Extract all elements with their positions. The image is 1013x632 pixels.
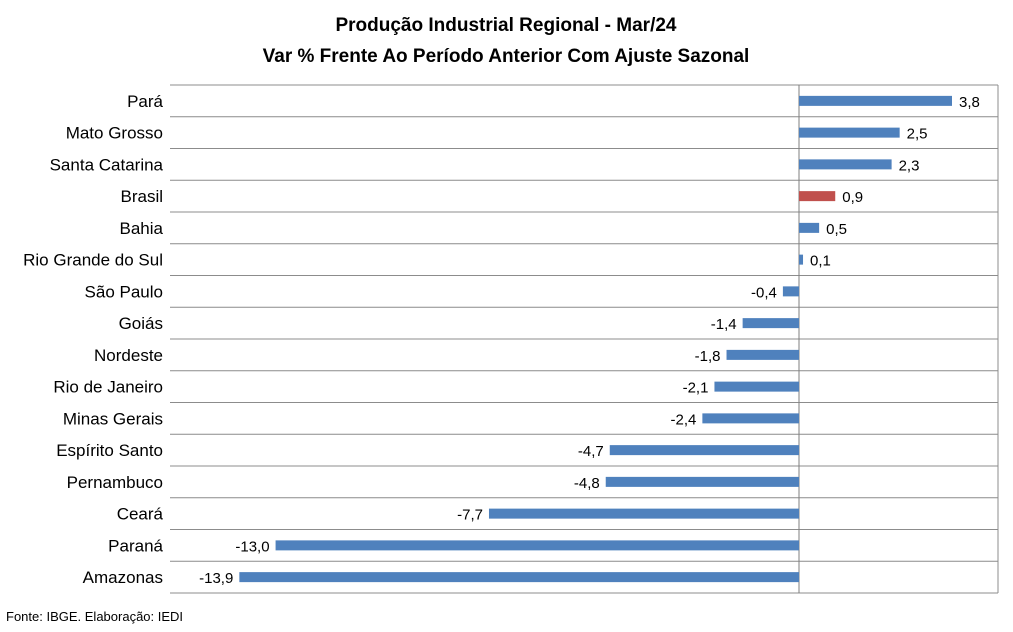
bar-1 bbox=[799, 127, 900, 138]
category-label: Pará bbox=[127, 92, 163, 111]
value-label: -1,4 bbox=[711, 316, 737, 333]
category-label: Santa Catarina bbox=[50, 155, 164, 174]
category-label: Minas Gerais bbox=[63, 409, 163, 428]
category-label: Bahia bbox=[120, 219, 164, 238]
value-label: -13,0 bbox=[235, 538, 269, 555]
bar-2 bbox=[799, 159, 892, 170]
chart-subtitle: Var % Frente Ao Período Anterior Com Aju… bbox=[263, 46, 750, 67]
category-label: Rio de Janeiro bbox=[53, 378, 163, 397]
value-label: -4,8 bbox=[574, 475, 600, 492]
category-label: Ceará bbox=[117, 505, 164, 524]
value-label: 3,8 bbox=[959, 94, 980, 111]
gridlines bbox=[170, 84, 999, 594]
bar-11 bbox=[609, 445, 799, 456]
category-label: Goiás bbox=[119, 314, 163, 333]
bar-0 bbox=[799, 95, 952, 106]
bar-8 bbox=[726, 349, 799, 360]
value-label: -13,9 bbox=[199, 570, 233, 587]
category-label: Brasil bbox=[120, 187, 163, 206]
value-label: -1,8 bbox=[695, 348, 721, 365]
category-label: Nordeste bbox=[94, 346, 163, 365]
bar-9 bbox=[714, 381, 799, 392]
value-label: 0,9 bbox=[842, 189, 863, 206]
category-label: Paraná bbox=[108, 536, 163, 555]
category-label: Rio Grande do Sul bbox=[23, 251, 163, 270]
category-label: Espírito Santo bbox=[56, 441, 163, 460]
bar-7 bbox=[742, 318, 799, 329]
value-label: -2,1 bbox=[683, 380, 709, 397]
value-label: -2,4 bbox=[671, 411, 697, 428]
value-label: -4,7 bbox=[578, 443, 604, 460]
bar-10 bbox=[702, 413, 799, 424]
bar-6 bbox=[782, 286, 799, 297]
category-label: São Paulo bbox=[85, 282, 163, 301]
value-label: 2,5 bbox=[907, 126, 928, 143]
bar-15 bbox=[239, 572, 799, 583]
bars bbox=[239, 95, 952, 583]
bar-5 bbox=[799, 254, 804, 265]
category-label: Mato Grosso bbox=[66, 124, 163, 143]
value-label: -0,4 bbox=[751, 284, 777, 301]
bar-3 bbox=[799, 191, 836, 202]
bar-12 bbox=[605, 476, 799, 487]
category-label: Pernambuco bbox=[67, 473, 163, 492]
bar-4 bbox=[799, 222, 820, 233]
labels: Pará 3,8 Mato Grosso 2,5 Santa Catarina 2,3 Br… bbox=[23, 92, 980, 587]
bar-13 bbox=[488, 508, 799, 519]
value-label: 2,3 bbox=[899, 157, 920, 174]
chart-title: Produção Industrial Regional - Mar/24 bbox=[335, 15, 676, 36]
value-label: 0,1 bbox=[810, 253, 831, 270]
source-note: Fonte: IBGE. Elaboração: IEDI bbox=[6, 609, 184, 624]
bar-14 bbox=[275, 540, 799, 551]
value-label: -7,7 bbox=[457, 507, 483, 524]
value-label: 0,5 bbox=[826, 221, 847, 238]
category-label: Amazonas bbox=[83, 568, 163, 587]
